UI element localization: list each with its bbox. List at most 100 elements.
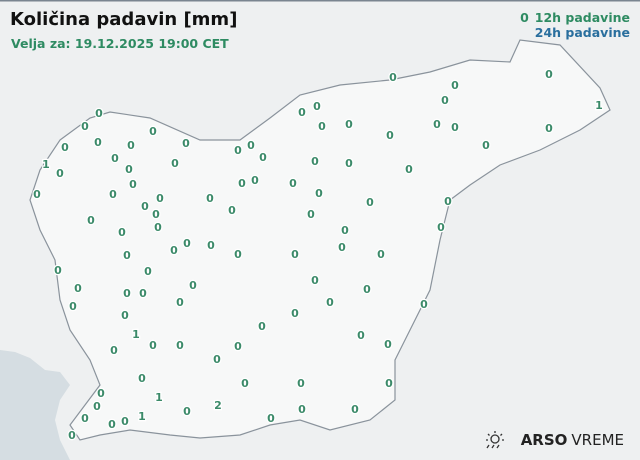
station-value[interactable]: 0: [296, 376, 307, 392]
station-value[interactable]: 0: [310, 273, 321, 289]
station-value[interactable]: 0: [181, 136, 192, 152]
station-value[interactable]: 0: [143, 264, 154, 280]
station-value[interactable]: 0: [206, 238, 217, 254]
station-value[interactable]: 0: [107, 417, 118, 433]
station-value[interactable]: 0: [257, 319, 268, 335]
station-value[interactable]: 0: [443, 194, 454, 210]
station-value[interactable]: 0: [137, 371, 148, 387]
station-value[interactable]: 0: [80, 119, 91, 135]
station-value[interactable]: 0: [67, 428, 78, 444]
station-value[interactable]: 1: [131, 327, 141, 343]
station-value[interactable]: 0: [240, 376, 251, 392]
station-value[interactable]: 1: [154, 390, 164, 406]
station-value[interactable]: 0: [108, 187, 119, 203]
station-value[interactable]: 0: [288, 176, 299, 192]
station-value[interactable]: 0: [356, 328, 367, 344]
station-value[interactable]: 0: [290, 247, 301, 263]
station-value[interactable]: 0: [109, 343, 120, 359]
station-value[interactable]: 0: [80, 411, 91, 427]
station-value[interactable]: 0: [362, 282, 373, 298]
station-value[interactable]: 0: [170, 156, 181, 172]
station-value[interactable]: 0: [233, 247, 244, 263]
station-value[interactable]: 0: [32, 187, 43, 203]
station-value[interactable]: 0: [188, 278, 199, 294]
station-value[interactable]: 2: [213, 398, 223, 414]
station-value[interactable]: 0: [388, 70, 399, 86]
station-value[interactable]: 0: [73, 281, 84, 297]
station-value[interactable]: 0: [53, 263, 64, 279]
station-value[interactable]: 0: [340, 223, 351, 239]
station-value[interactable]: 0: [314, 186, 325, 202]
station-value[interactable]: 0: [544, 121, 555, 137]
station-value[interactable]: 1: [137, 409, 147, 425]
station-value[interactable]: 0: [55, 166, 66, 182]
station-value[interactable]: 0: [122, 248, 133, 264]
station-value[interactable]: 0: [227, 203, 238, 219]
station-value[interactable]: 0: [344, 117, 355, 133]
station-value[interactable]: 0: [233, 339, 244, 355]
station-value[interactable]: 0: [175, 338, 186, 354]
station-value[interactable]: 0: [140, 199, 151, 215]
station-value[interactable]: 0: [450, 120, 461, 136]
station-value[interactable]: 0: [182, 404, 193, 420]
station-value[interactable]: 0: [404, 162, 415, 178]
station-value[interactable]: 0: [169, 243, 180, 259]
station-value[interactable]: 0: [432, 117, 443, 133]
station-value[interactable]: 0: [205, 191, 216, 207]
station-value[interactable]: 0: [350, 402, 361, 418]
station-value[interactable]: 0: [148, 124, 159, 140]
station-value[interactable]: 0: [212, 352, 223, 368]
station-value[interactable]: 0: [365, 195, 376, 211]
station-value[interactable]: 0: [436, 220, 447, 236]
station-value[interactable]: 0: [155, 191, 166, 207]
station-value[interactable]: 0: [450, 78, 461, 94]
station-value[interactable]: 1: [41, 157, 51, 173]
station-value[interactable]: 0: [250, 173, 261, 189]
station-value[interactable]: 0: [138, 286, 149, 302]
station-value[interactable]: 0: [237, 176, 248, 192]
station-value[interactable]: 0: [384, 376, 395, 392]
station-value[interactable]: 0: [297, 402, 308, 418]
station-value[interactable]: 0: [151, 207, 162, 223]
station-value[interactable]: 0: [310, 154, 321, 170]
station-value[interactable]: 0: [290, 306, 301, 322]
station-value[interactable]: 0: [175, 295, 186, 311]
station-value[interactable]: 0: [110, 151, 121, 167]
station-value[interactable]: 0: [60, 140, 71, 156]
station-value[interactable]: 0: [124, 162, 135, 178]
station-value[interactable]: 0: [258, 150, 269, 166]
station-value[interactable]: 0: [148, 338, 159, 354]
station-value[interactable]: 0: [68, 299, 79, 315]
station-value[interactable]: 0: [325, 295, 336, 311]
station-value[interactable]: 0: [266, 411, 277, 427]
station-value[interactable]: 0: [344, 156, 355, 172]
station-value[interactable]: 0: [96, 386, 107, 402]
station-value[interactable]: 0: [385, 128, 396, 144]
station-value[interactable]: 0: [86, 213, 97, 229]
station-value[interactable]: 0: [128, 177, 139, 193]
station-value[interactable]: 0: [92, 399, 103, 415]
station-value[interactable]: 0: [182, 236, 193, 252]
station-value[interactable]: 0: [233, 143, 244, 159]
station-value[interactable]: 0: [122, 286, 133, 302]
station-value[interactable]: 0: [306, 207, 317, 223]
station-value[interactable]: 0: [246, 138, 257, 154]
station-value[interactable]: 0: [312, 99, 323, 115]
station-value[interactable]: 0: [376, 247, 387, 263]
arso-logo[interactable]: ARSO VREME: [485, 431, 624, 449]
station-value[interactable]: 0: [419, 297, 430, 313]
station-value[interactable]: 0: [93, 135, 104, 151]
station-value[interactable]: 0: [317, 119, 328, 135]
station-value[interactable]: 0: [153, 220, 164, 236]
station-value[interactable]: 0: [383, 337, 394, 353]
station-value[interactable]: 0: [544, 67, 555, 83]
station-value[interactable]: 0: [126, 138, 137, 154]
station-value[interactable]: 0: [297, 105, 308, 121]
station-value[interactable]: 0: [440, 93, 451, 109]
station-value[interactable]: 0: [117, 225, 128, 241]
station-value[interactable]: 0: [481, 138, 492, 154]
station-value[interactable]: 0: [94, 106, 105, 122]
station-value[interactable]: 1: [594, 98, 604, 114]
station-value[interactable]: 0: [120, 308, 131, 324]
